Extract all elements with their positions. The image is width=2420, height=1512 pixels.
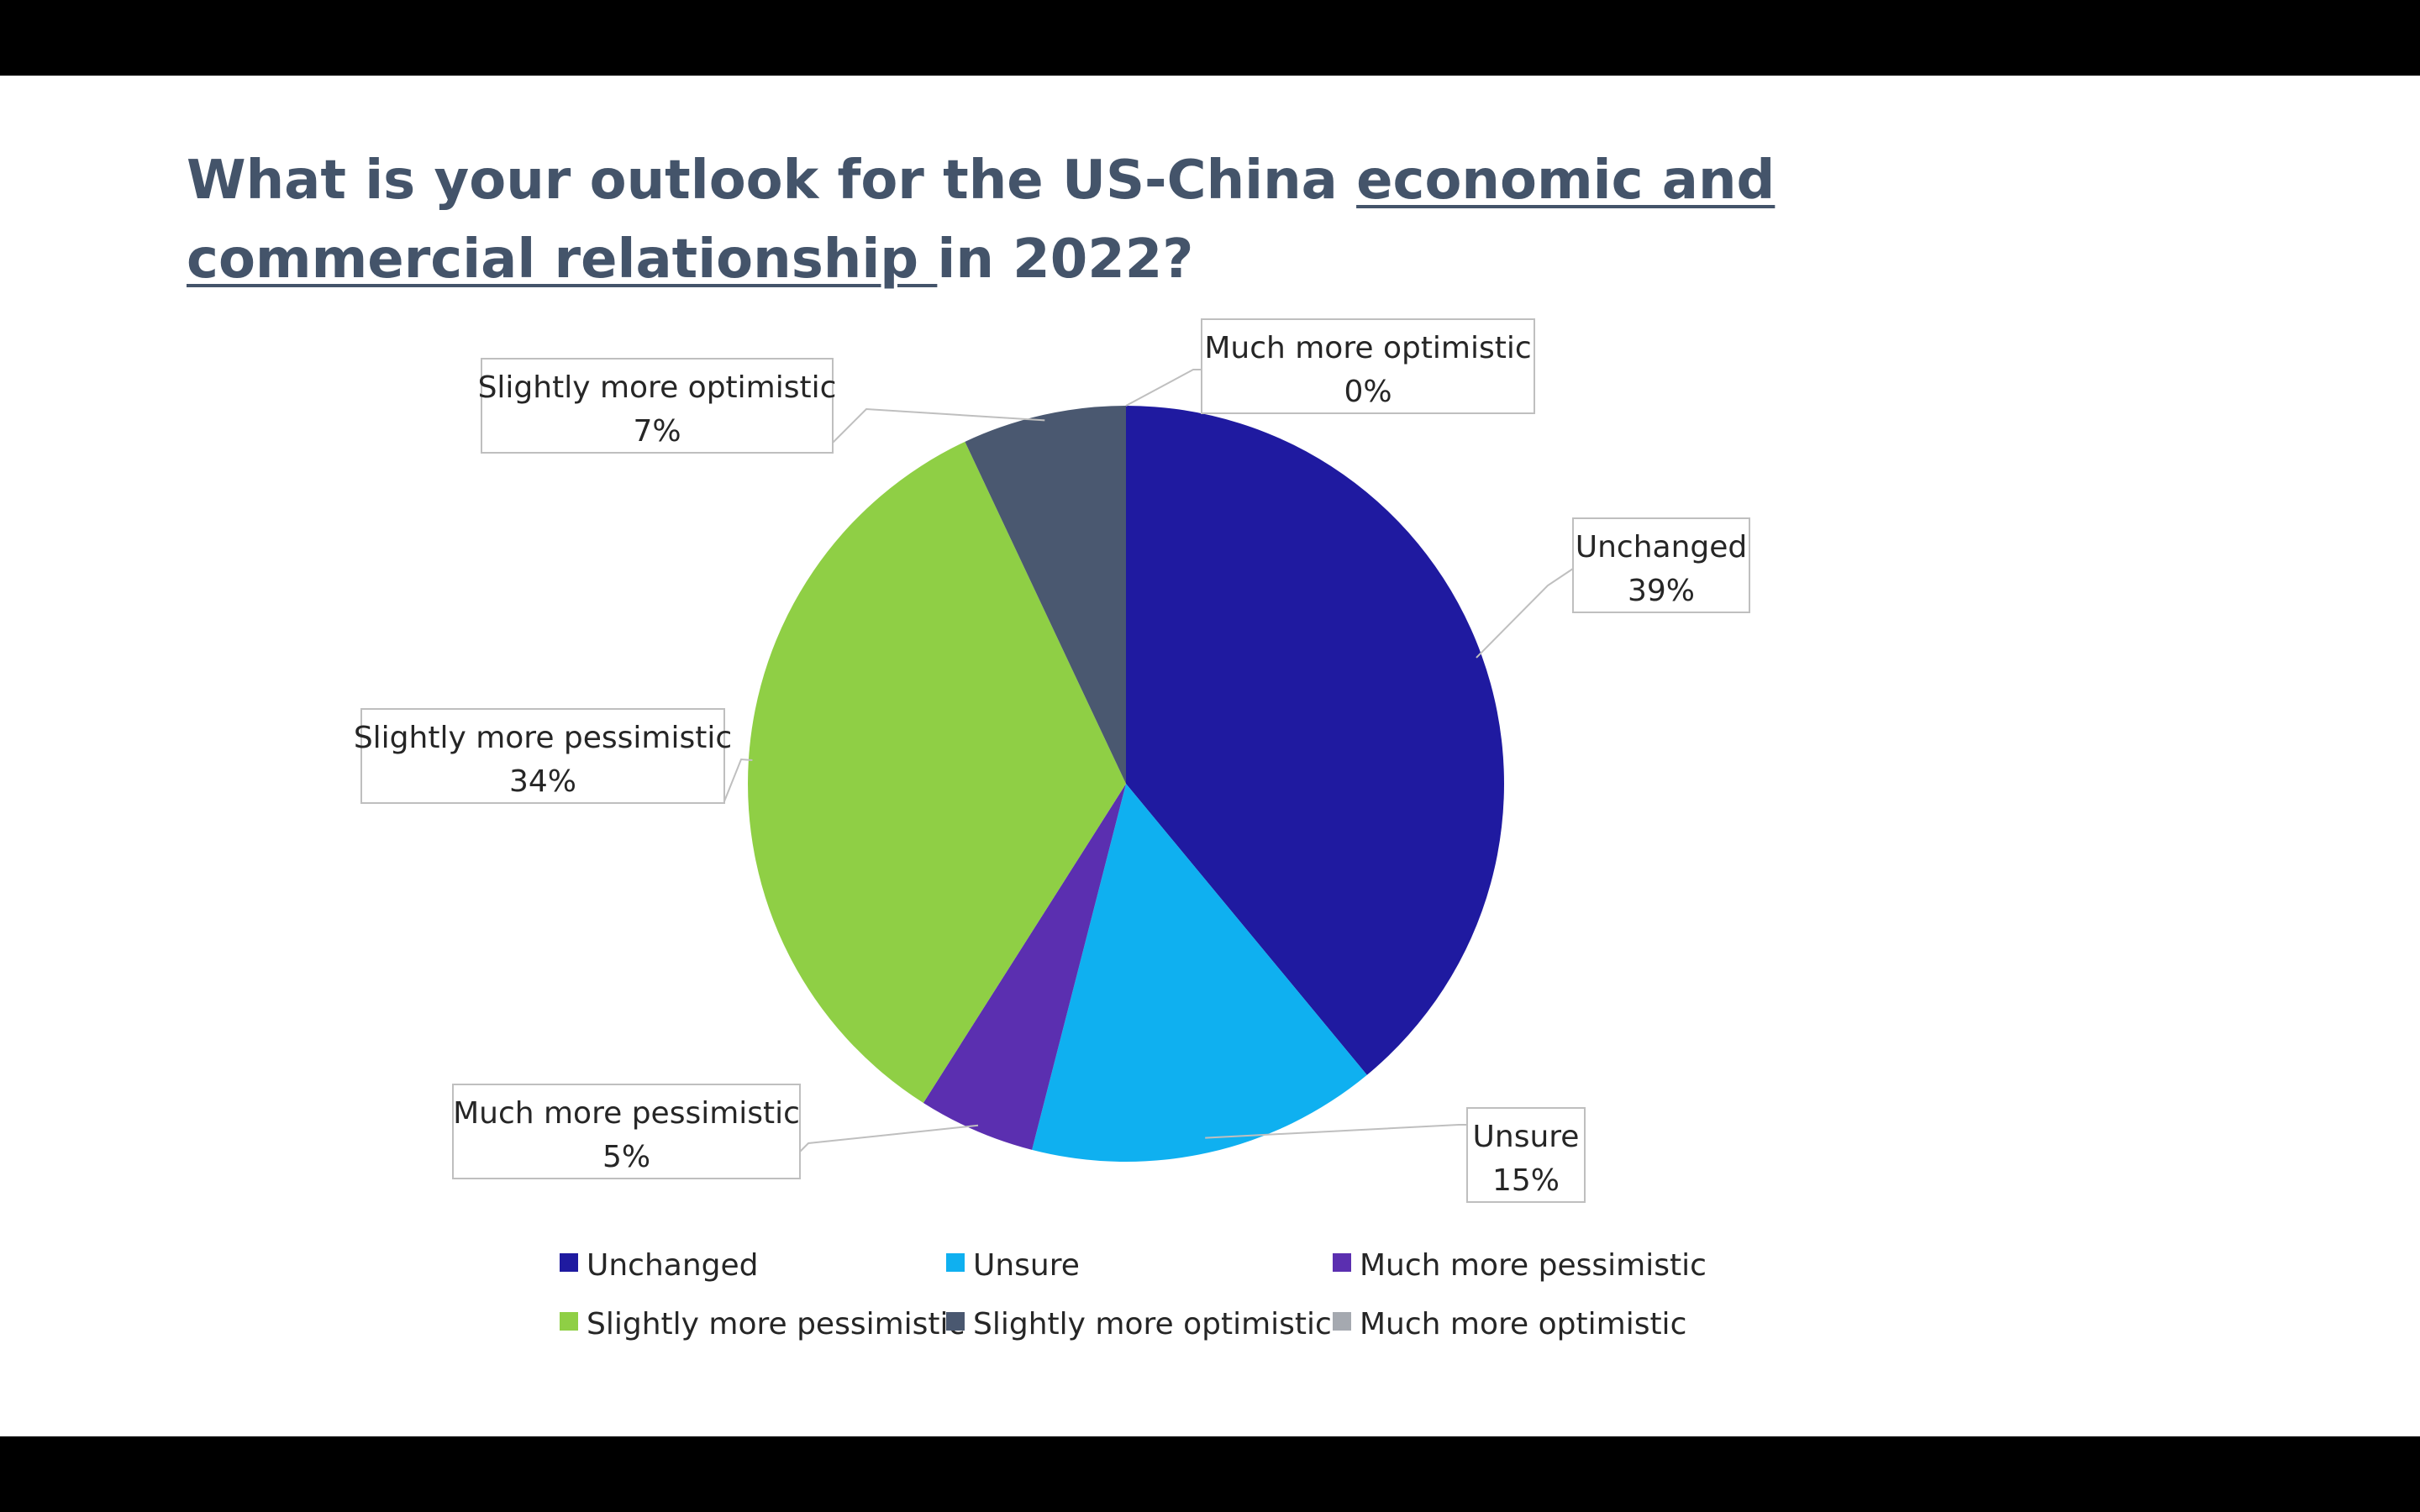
- legend-swatch-much-more-pessimistic: [1333, 1253, 1351, 1272]
- data-label-value-slightly-more-pessimistic: 34%: [509, 764, 576, 799]
- data-label-value-much-more-pessimistic: 5%: [602, 1140, 650, 1174]
- data-label-box-much-more-optimistic: [1201, 318, 1535, 414]
- title-part-3: in 2022?: [937, 228, 1194, 291]
- legend-swatch-unsure: [946, 1253, 965, 1272]
- legend-swatch-slightly-more-pessimistic: [560, 1312, 578, 1331]
- data-label-box-slightly-more-optimistic: [481, 358, 834, 454]
- slice-unsure: [1032, 784, 1367, 1162]
- data-label-name-unsure: Unsure: [1473, 1120, 1580, 1154]
- legend-swatch-slightly-more-optimistic: [946, 1312, 965, 1331]
- slice-much-more-pessimistic: [923, 784, 1126, 1150]
- data-label-name-unchanged: Unchanged: [1576, 530, 1748, 564]
- data-label-box-much-more-pessimistic: [452, 1084, 801, 1179]
- leader-line-much-more-pessimistic: [799, 1124, 979, 1152]
- data-label-box-slightly-more-pessimistic: [360, 708, 725, 804]
- pie-slices: [748, 406, 1504, 1162]
- chart-title: What is your outlook for the US-China ec…: [187, 141, 2035, 299]
- legend-label-much-more-pessimistic: Much more pessimistic: [1360, 1248, 1707, 1283]
- legend-label-slightly-more-pessimistic: Slightly more pessimistic: [587, 1307, 965, 1341]
- slice-slightly-more-optimistic: [965, 406, 1126, 784]
- leader-line-much-more-optimistic: [1125, 369, 1202, 407]
- legend-label-much-more-optimistic: Much more optimistic: [1360, 1307, 1686, 1341]
- legend: Unchanged Unsure Much more pessimistic Slig…: [560, 1248, 1707, 1341]
- data-label-name-much-more-optimistic: Much more optimistic: [1204, 331, 1531, 365]
- leader-line-slightly-more-optimistic: [832, 407, 1045, 444]
- data-label-value-unchanged: 39%: [1628, 574, 1695, 608]
- title-part-1: What is your outlook for the US-China: [187, 150, 1357, 212]
- slice-unchanged: [1126, 406, 1504, 1075]
- data-label-value-unsure: 15%: [1492, 1163, 1560, 1198]
- data-label-value-much-more-optimistic: 0%: [1344, 375, 1392, 409]
- legend-label-unchanged: Unchanged: [587, 1248, 759, 1283]
- data-labels: Unchanged 39% Unsure 15% Much more pessimist…: [354, 318, 1750, 1203]
- leader-line-slightly-more-pessimistic: [723, 758, 753, 802]
- data-label-box-unsure: [1466, 1107, 1586, 1203]
- label-leader-lines: [723, 369, 1574, 1152]
- data-label-name-slightly-more-optimistic: Slightly more optimistic: [478, 370, 837, 405]
- data-label-value-slightly-more-optimistic: 7%: [633, 414, 681, 449]
- title-part-underlined: economic and commercial relationship: [187, 150, 1776, 291]
- legend-swatch-much-more-optimistic: [1333, 1312, 1351, 1331]
- data-label-name-slightly-more-pessimistic: Slightly more pessimistic: [354, 721, 732, 755]
- legend-label-slightly-more-optimistic: Slightly more optimistic: [973, 1307, 1332, 1341]
- slice-slightly-more-pessimistic: [748, 441, 1126, 1103]
- data-label-box-unchanged: [1572, 517, 1750, 613]
- data-label-name-much-more-pessimistic: Much more pessimistic: [453, 1096, 800, 1131]
- leader-line-unsure: [1205, 1124, 1467, 1139]
- legend-swatch-unchanged: [560, 1253, 578, 1272]
- legend-label-unsure: Unsure: [973, 1248, 1080, 1283]
- leader-line-unchanged: [1476, 568, 1574, 659]
